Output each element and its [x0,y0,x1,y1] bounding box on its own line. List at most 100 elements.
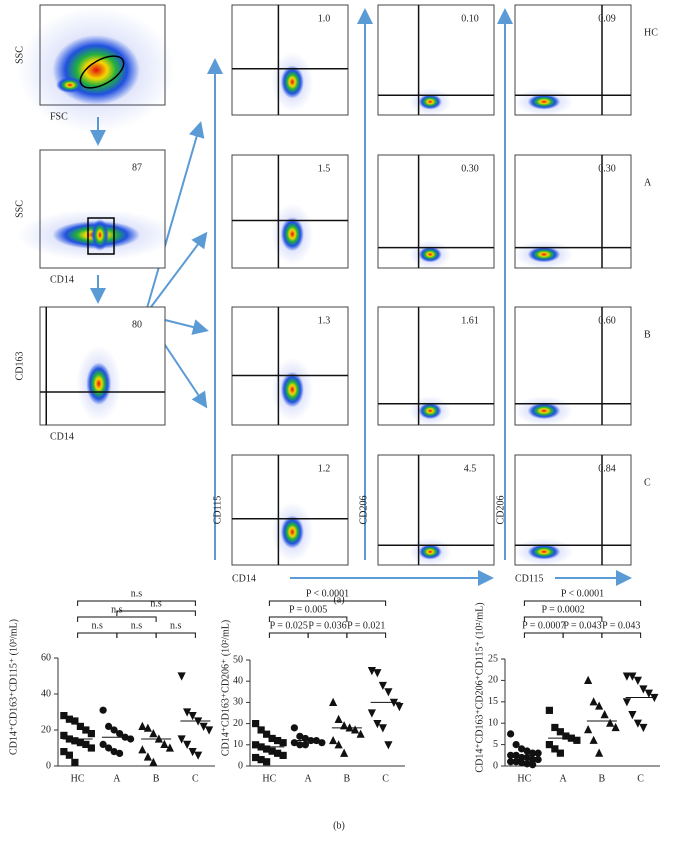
x-tick-label: A [560,773,568,784]
data-point [149,729,158,738]
data-point [252,741,260,749]
data-point [274,749,282,757]
axis-label: CD14 [50,431,74,442]
quadrant-percentage: 1.2 [318,463,331,474]
x-tick-label: HC [517,773,531,784]
event-density [91,219,109,251]
comparison-label: P = 0.043 [602,620,640,631]
data-point [611,722,620,732]
comparison-bracket [523,616,603,622]
event-density [280,371,304,408]
gate [87,217,115,255]
x-tick-label: C [382,773,389,784]
data-point [138,721,147,730]
comparison-label: P = 0.036 [308,620,346,631]
data-point [329,735,338,745]
x-tick-label: C [192,773,199,784]
data-point [622,672,631,681]
data-point [279,751,287,759]
data-point [518,745,526,753]
data-point [138,745,147,754]
y-tick-label: 10 [233,739,243,750]
data-point [149,757,158,766]
data-point [194,751,203,760]
data-point [116,730,124,738]
comparison-bracket [562,632,603,638]
data-point [639,723,648,733]
axis-label: SSC [14,46,25,64]
data-point [76,739,84,747]
quadrant-percentage: 0.30 [598,163,616,174]
y-tick-label: 40 [233,675,243,686]
y-tick-label: 40 [41,688,51,699]
data-point [274,736,282,745]
quadrant-percentage: 1.61 [461,315,479,326]
comparison-label: P = 0.025 [270,620,308,631]
data-point [512,758,520,766]
y-tick-label: 0 [46,760,51,771]
comparison-bracket [116,632,157,638]
data-point [545,741,553,749]
y-tick-label: 0 [238,760,243,771]
data-point [378,724,387,733]
data-point [589,697,598,706]
data-point [584,725,593,734]
quadrant-percentage: 1.0 [318,13,331,24]
y-tick-label: 5 [493,739,498,750]
event-density [527,94,561,110]
data-point [252,720,260,728]
data-point [188,712,197,721]
data-point [356,729,365,738]
axis-label: CD14⁺CD163⁺CD206⁺CD115⁺ (10²/mL) [474,602,485,772]
comparison-bracket [77,616,157,622]
data-point [523,760,531,768]
data-point [600,710,609,719]
data-point [263,730,271,738]
data-point [534,749,542,757]
row-label: HC [644,27,658,38]
comparison-bracket [268,616,348,622]
comparison-label: n.s [92,620,104,631]
data-point [556,728,564,736]
data-point [622,698,631,707]
data-point [160,739,169,748]
data-point [633,676,642,685]
data-point [384,741,393,750]
comparison-bracket [523,600,642,606]
data-point [263,758,271,766]
comparison-label: n.s [170,620,182,631]
data-point [373,669,382,678]
event-density [418,402,442,420]
x-tick-label: HC [262,773,276,784]
data-point [296,741,304,749]
comparison-label: P < 0.0001 [561,588,604,599]
data-point [367,667,376,676]
data-point [296,732,304,740]
data-point [384,688,393,697]
data-point [556,749,564,757]
comparison-bracket [523,632,564,638]
data-point [268,747,276,755]
comparison-label: n.s [150,598,162,609]
data-point [65,715,73,723]
data-point [301,741,309,749]
x-tick-label: A [305,773,313,784]
data-point [105,722,113,731]
comparison-label: P = 0.043 [563,620,601,631]
row-label: B [644,329,651,340]
data-point [110,748,118,756]
data-point [143,723,152,732]
data-point [268,734,276,743]
data-point [290,724,298,732]
data-point [99,740,107,749]
data-point [329,697,338,706]
data-point [351,725,360,734]
data-point [177,735,186,744]
data-point [512,741,520,749]
data-point [595,701,604,710]
data-point [82,740,90,748]
data-point [177,672,186,681]
data-point [644,689,653,698]
row-label: C [644,477,651,488]
comparison-bracket [268,632,309,638]
